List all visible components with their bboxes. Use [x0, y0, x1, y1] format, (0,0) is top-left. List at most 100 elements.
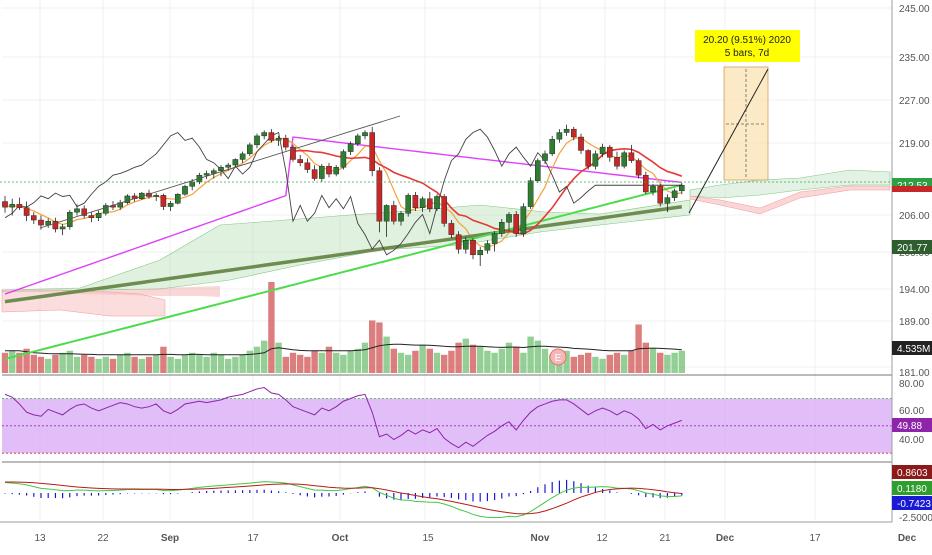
candle[interactable] [556, 129, 563, 143]
candle[interactable] [290, 144, 296, 162]
candle[interactable] [563, 124, 570, 136]
candle[interactable] [9, 198, 16, 216]
candle[interactable] [31, 212, 37, 224]
candle[interactable] [434, 194, 440, 212]
candle[interactable] [635, 158, 642, 179]
candle[interactable] [362, 130, 368, 140]
candle[interactable] [297, 154, 304, 167]
candle[interactable] [441, 194, 448, 227]
candle[interactable] [448, 220, 455, 238]
candle[interactable] [491, 231, 498, 252]
candle[interactable] [477, 246, 484, 267]
measure-tool[interactable]: 20.20 (9.51%) 2020 5 bars, 7d [688, 30, 800, 214]
candle[interactable] [275, 135, 282, 146]
candle[interactable] [419, 196, 426, 213]
candle[interactable] [124, 194, 131, 205]
candle[interactable] [585, 149, 591, 170]
candle[interactable] [650, 184, 656, 196]
candle[interactable] [513, 211, 519, 237]
candle[interactable] [74, 204, 80, 216]
candle[interactable] [23, 201, 30, 222]
candle[interactable] [578, 133, 584, 154]
candle[interactable] [628, 144, 635, 163]
candle[interactable] [391, 200, 397, 225]
trend-lines[interactable] [0, 115, 932, 229]
candle[interactable] [218, 165, 224, 177]
candle[interactable] [679, 183, 685, 195]
candle[interactable] [153, 193, 160, 201]
candle-body [376, 170, 383, 222]
volume-bar [592, 356, 599, 373]
candle[interactable] [59, 223, 66, 236]
candle[interactable] [463, 236, 469, 254]
candle[interactable] [254, 133, 260, 149]
candle[interactable] [405, 193, 412, 217]
candle[interactable] [484, 240, 491, 254]
candle[interactable] [621, 150, 627, 169]
candle[interactable] [203, 170, 210, 180]
candle[interactable] [571, 126, 577, 141]
candle[interactable] [261, 130, 268, 140]
candle[interactable] [542, 150, 548, 164]
candle[interactable] [614, 151, 620, 170]
candle[interactable] [246, 142, 253, 157]
volume-bar [469, 344, 477, 373]
candle[interactable] [369, 126, 376, 177]
candle[interactable] [88, 212, 95, 223]
candle[interactable] [52, 217, 59, 233]
trend-line-projection[interactable] [688, 68, 769, 214]
candle[interactable] [333, 165, 340, 177]
earnings-marker[interactable] [549, 348, 567, 366]
candle[interactable] [16, 197, 23, 210]
candle[interactable] [304, 158, 311, 173]
candle[interactable] [592, 150, 599, 170]
candle[interactable] [182, 184, 188, 196]
candle[interactable] [470, 237, 476, 260]
earnings-marker-group[interactable]: E [549, 348, 567, 366]
candle[interactable] [383, 204, 390, 237]
candle[interactable] [643, 171, 649, 195]
candlesticks[interactable] [2, 124, 685, 267]
candle[interactable] [326, 162, 332, 178]
candle[interactable] [232, 158, 239, 168]
candle[interactable] [607, 144, 613, 162]
candle-body [254, 135, 260, 146]
candle[interactable] [174, 193, 181, 205]
candle[interactable] [535, 158, 541, 184]
candle[interactable] [657, 184, 663, 207]
trend-line-up[interactable] [39, 115, 401, 229]
measure-range-box[interactable] [723, 66, 769, 181]
candle[interactable] [347, 141, 354, 155]
candle[interactable] [376, 167, 383, 233]
candle[interactable] [520, 203, 527, 237]
candle[interactable] [664, 194, 671, 213]
candle-body [81, 208, 87, 216]
candle[interactable] [412, 191, 419, 212]
candle[interactable] [102, 203, 109, 216]
volume-bar [153, 354, 160, 373]
annotation-box[interactable] [695, 30, 800, 62]
candle[interactable] [268, 129, 275, 143]
candle[interactable] [95, 210, 102, 222]
candle[interactable] [239, 151, 246, 163]
candle[interactable] [319, 163, 325, 182]
candle[interactable] [549, 135, 555, 157]
candle[interactable] [398, 211, 404, 226]
candle[interactable] [599, 143, 606, 158]
candle[interactable] [2, 195, 8, 213]
candle[interactable] [427, 191, 433, 213]
candle[interactable] [671, 188, 678, 201]
candle[interactable] [499, 218, 505, 237]
candle[interactable] [81, 205, 87, 219]
candle[interactable] [167, 200, 174, 212]
candle[interactable] [355, 133, 361, 146]
candle[interactable] [283, 134, 289, 151]
candle[interactable] [527, 177, 534, 209]
candle[interactable] [455, 231, 462, 254]
candle[interactable] [340, 149, 347, 170]
candle[interactable] [160, 193, 167, 210]
candle[interactable] [506, 212, 512, 232]
candle[interactable] [311, 165, 318, 181]
